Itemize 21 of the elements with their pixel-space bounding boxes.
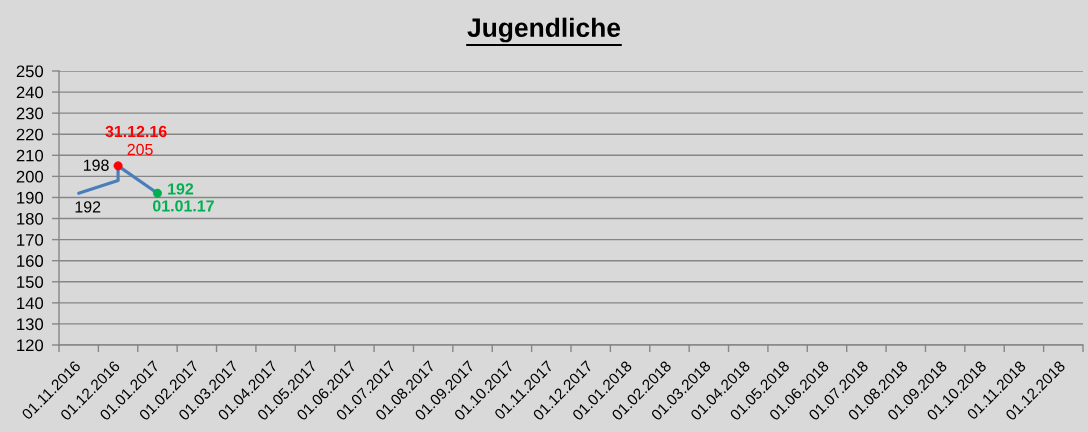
y-tick-label: 210 (16, 149, 44, 162)
annotation: 01.01.17 (153, 200, 214, 212)
y-tick-label: 140 (17, 297, 44, 310)
data-label: 198 (83, 159, 109, 171)
chart-title: Jugendliche (467, 17, 621, 43)
y-tick-label: 190 (17, 191, 44, 204)
data-label: 192 (168, 183, 194, 195)
y-tick-label: 220 (16, 128, 44, 141)
y-tick-label: 240 (16, 86, 44, 99)
y-tick-label: 160 (17, 255, 44, 267)
annotation: 31.12.16 (105, 125, 167, 138)
y-tick-label: 150 (17, 276, 44, 288)
data-label: 205 (127, 143, 153, 156)
y-tick-label: 130 (17, 318, 44, 331)
y-tick-label: 180 (17, 212, 44, 225)
y-tick-label: 230 (16, 107, 44, 120)
y-tick-label: 120 (17, 339, 44, 352)
y-tick-label: 170 (17, 234, 44, 246)
y-tick-label: 250 (16, 65, 44, 78)
y-tick-label: 200 (16, 170, 44, 183)
data-label: 192 (75, 201, 101, 213)
